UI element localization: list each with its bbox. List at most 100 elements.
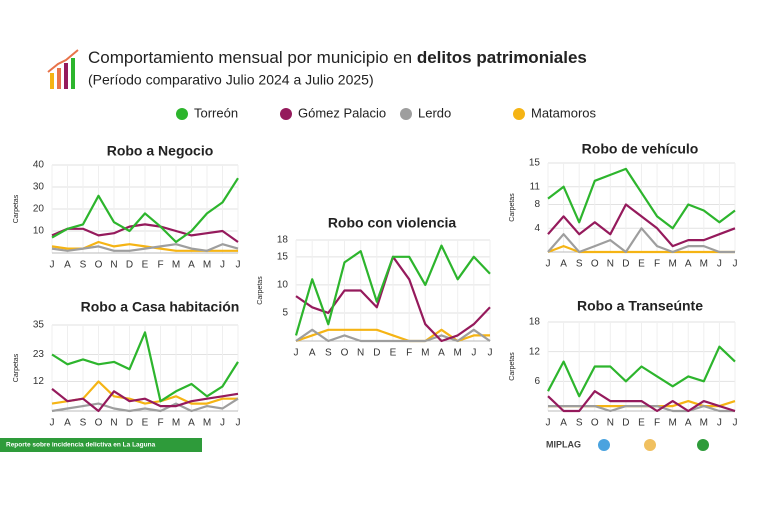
series-line (51, 223, 239, 243)
series-line (547, 227, 735, 254)
x-tick-label: J (546, 259, 551, 270)
x-tick-label: N (110, 260, 117, 271)
x-tick-label: A (64, 418, 71, 429)
x-tick-label: A (188, 418, 195, 429)
x-tick-label: F (157, 418, 163, 429)
y-tick-label: 23 (33, 349, 45, 360)
series-line (51, 331, 239, 403)
y-tick-label: 8 (534, 199, 540, 210)
x-tick-label: E (142, 260, 149, 271)
x-tick-label: N (110, 418, 117, 429)
x-tick-label: A (685, 418, 692, 429)
y-tick-label: 10 (33, 226, 45, 237)
footer-note: Reporte sobre incidencia delictiva en La… (6, 442, 156, 449)
legend-label: Gómez Palacio (298, 105, 386, 120)
y-tick-label: 18 (529, 317, 541, 328)
y-tick-label: 40 (33, 160, 45, 171)
logo-icon (598, 439, 610, 451)
logo-icon (644, 439, 656, 451)
y-axis-label: Carpetas (13, 353, 20, 382)
y-tick-label: 15 (529, 158, 541, 169)
x-tick-label: E (638, 259, 645, 270)
x-tick-label: J (733, 259, 738, 270)
x-tick-label: O (591, 259, 599, 270)
x-tick-label: J (488, 348, 493, 359)
y-tick-label: 20 (33, 204, 45, 215)
x-tick-label: N (607, 259, 614, 270)
x-tick-label: M (172, 260, 180, 271)
x-tick-label: F (157, 260, 163, 271)
series-line (51, 397, 239, 413)
x-tick-label: D (373, 348, 380, 359)
y-tick-label: 11 (530, 181, 541, 192)
x-tick-label: A (64, 260, 71, 271)
x-tick-label: A (309, 348, 316, 359)
y-tick-label: 18 (277, 235, 289, 246)
y-tick-label: 10 (277, 280, 289, 291)
x-tick-label: M (668, 259, 676, 270)
x-tick-label: D (126, 260, 133, 271)
x-tick-label: O (95, 260, 103, 271)
x-tick-label: J (236, 260, 241, 271)
x-tick-label: M (700, 259, 708, 270)
y-tick-label: 15 (277, 251, 289, 262)
legend-label: Lerdo (418, 105, 451, 120)
x-tick-label: F (654, 259, 660, 270)
x-tick-label: N (607, 418, 614, 429)
y-tick-label: 12 (33, 376, 45, 387)
x-tick-label: O (591, 418, 599, 429)
x-tick-label: A (188, 260, 195, 271)
title-icon (47, 49, 79, 89)
x-tick-label: D (622, 259, 629, 270)
legend-swatch (513, 108, 525, 120)
y-tick-label: 4 (534, 223, 540, 234)
x-tick-label: J (220, 418, 225, 429)
x-tick-label: E (390, 348, 397, 359)
x-tick-label: M (668, 418, 676, 429)
series-line (295, 328, 491, 343)
x-tick-label: A (560, 259, 567, 270)
series-line (547, 167, 736, 230)
x-tick-label: S (576, 259, 583, 270)
x-tick-label: F (654, 418, 660, 429)
chart-title: Robo de vehículo (582, 141, 699, 157)
y-tick-label: 5 (282, 308, 288, 319)
legend-swatch (400, 108, 412, 120)
series-line (547, 203, 736, 248)
x-tick-label: F (406, 348, 412, 359)
x-tick-label: E (638, 418, 645, 429)
x-tick-label: J (50, 418, 55, 429)
x-tick-label: M (203, 260, 211, 271)
x-tick-label: J (717, 259, 722, 270)
x-tick-label: J (733, 418, 738, 429)
y-axis-label: Carpetas (509, 352, 516, 381)
x-tick-label: S (325, 348, 332, 359)
x-tick-label: N (357, 348, 364, 359)
x-tick-label: M (700, 418, 708, 429)
y-tick-label: 35 (33, 320, 45, 331)
x-tick-label: O (95, 418, 103, 429)
x-tick-label: D (126, 418, 133, 429)
x-tick-label: S (80, 260, 87, 271)
x-tick-label: M (421, 348, 429, 359)
header-title: Comportamiento mensual por municipio en … (88, 48, 587, 67)
logo-icon (697, 439, 709, 451)
x-tick-label: J (471, 348, 476, 359)
x-tick-label: A (560, 418, 567, 429)
title-regular: Comportamiento mensual por municipio en (88, 48, 412, 67)
series-line (294, 244, 491, 336)
footer-logo: MIPLAG (546, 439, 581, 449)
y-tick-label: 6 (534, 376, 540, 387)
y-axis-label: Carpetas (13, 194, 20, 223)
series-line (547, 390, 736, 413)
chart-title: Robo a Casa habitación (81, 299, 240, 315)
chart-title: Robo a Transeúnte (577, 298, 703, 314)
legend-swatch (280, 108, 292, 120)
x-tick-label: J (236, 418, 241, 429)
series-line (51, 243, 239, 252)
x-tick-label: J (50, 260, 55, 271)
x-tick-label: J (546, 418, 551, 429)
x-tick-label: M (453, 348, 461, 359)
